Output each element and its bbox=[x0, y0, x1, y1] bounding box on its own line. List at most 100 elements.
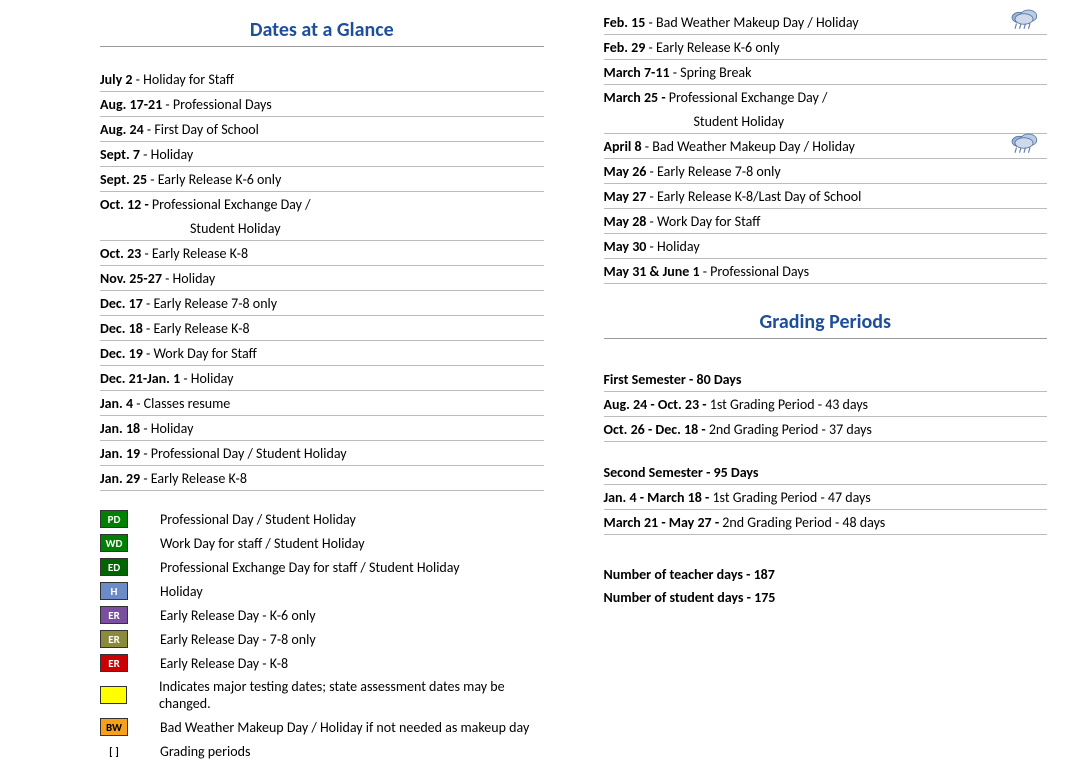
date-label: May 30 bbox=[604, 238, 647, 255]
date-desc: - Early Release 7-8 only bbox=[143, 295, 277, 312]
dates-title: Dates at a Glance bbox=[100, 18, 544, 42]
date-label: May 27 bbox=[604, 188, 647, 205]
date-desc: Professional Exchange Day / bbox=[666, 89, 828, 106]
legend-row: HHoliday bbox=[100, 579, 544, 603]
legend-row: Indicates major testing dates; state ass… bbox=[100, 675, 544, 715]
date-row: Jan. 19 - Professional Day / Student Hol… bbox=[100, 441, 544, 466]
date-label: Feb. 15 bbox=[604, 14, 646, 31]
date-desc: - Early Release 7-8 only bbox=[646, 163, 780, 180]
date-label: Sept. 7 bbox=[100, 146, 140, 163]
date-desc: - Spring Break bbox=[670, 64, 752, 81]
date-desc: - Professional Days bbox=[700, 263, 810, 280]
grading-row: Oct. 26 - Dec. 18 - 2nd Grading Period -… bbox=[604, 417, 1048, 442]
date-desc: - Early Release K-8/Last Day of School bbox=[646, 188, 861, 205]
semester1-rows: Aug. 24 - Oct. 23 - 1st Grading Period -… bbox=[604, 392, 1048, 442]
date-row: Oct. 12 - Professional Exchange Day / bbox=[100, 192, 544, 216]
date-row: Nov. 25-27 - Holiday bbox=[100, 266, 544, 291]
legend-text: Holiday bbox=[160, 583, 203, 600]
legend-code: WD bbox=[100, 534, 128, 552]
date-label: May 31 & June 1 bbox=[604, 263, 700, 280]
date-row: Jan. 4 - Classes resume bbox=[100, 391, 544, 416]
legend-code: ED bbox=[100, 558, 128, 576]
date-label: Aug. 24 bbox=[100, 121, 144, 138]
grading-row: Aug. 24 - Oct. 23 - 1st Grading Period -… bbox=[604, 392, 1048, 417]
date-row: Feb. 15 - Bad Weather Makeup Day / Holid… bbox=[604, 10, 1048, 35]
date-label: July 2 bbox=[100, 71, 132, 88]
date-desc: - Holiday bbox=[140, 146, 193, 163]
date-desc: - Work Day for Staff bbox=[646, 213, 760, 230]
date-row: May 27 - Early Release K-8/Last Day of S… bbox=[604, 184, 1048, 209]
grading-range: Aug. 24 - Oct. 23 - bbox=[604, 396, 707, 413]
date-desc: - Holiday bbox=[180, 370, 233, 387]
date-label: Aug. 17-21 bbox=[100, 96, 162, 113]
grading-range: Jan. 4 - March 18 - bbox=[604, 489, 710, 506]
legend-row: EREarly Release Day - 7-8 only bbox=[100, 627, 544, 651]
legend-code: ER bbox=[100, 654, 128, 672]
date-desc: - Holiday for Staff bbox=[132, 71, 234, 88]
date-desc: Professional Exchange Day / bbox=[149, 196, 311, 213]
grading-desc: 1st Grading Period - 47 days bbox=[709, 489, 870, 506]
date-desc: - Early Release K-8 bbox=[140, 470, 247, 487]
date-row-continuation: Student Holiday bbox=[604, 109, 1048, 134]
date-row: May 31 & June 1 - Professional Days bbox=[604, 259, 1048, 284]
date-desc: - Early Release K-6 only bbox=[147, 171, 281, 188]
semester1-head: First Semester - 80 Days bbox=[604, 367, 1048, 392]
legend-text: Bad Weather Makeup Day / Holiday if not … bbox=[160, 719, 529, 736]
grading-range: March 21 - May 27 - bbox=[604, 514, 720, 531]
legend-row: ER Early Release Day - K-8 bbox=[100, 651, 544, 675]
date-row: Aug. 17-21 - Professional Days bbox=[100, 92, 544, 117]
legend-row: [ ]Grading periods bbox=[100, 739, 544, 763]
date-label: Sept. 25 bbox=[100, 171, 147, 188]
date-row: Jan. 29 - Early Release K-8 bbox=[100, 466, 544, 491]
date-row: Dec. 21-Jan. 1 - Holiday bbox=[100, 366, 544, 391]
date-row: April 8 - Bad Weather Makeup Day / Holid… bbox=[604, 134, 1048, 159]
legend-code: BW bbox=[100, 718, 128, 736]
date-desc: - Holiday bbox=[162, 270, 215, 287]
legend-row: WDWork Day for staff / Student Holiday bbox=[100, 531, 544, 555]
legend-text: Early Release Day - K-8 bbox=[160, 655, 288, 672]
date-desc: - Work Day for Staff bbox=[143, 345, 257, 362]
date-desc: - Early Release K-6 only bbox=[645, 39, 779, 56]
date-row: May 30 - Holiday bbox=[604, 234, 1048, 259]
legend-text: Early Release Day - 7-8 only bbox=[160, 631, 316, 648]
semester2-head: Second Semester - 95 Days bbox=[604, 460, 1048, 485]
date-label: Feb. 29 bbox=[604, 39, 646, 56]
date-desc: - First Day of School bbox=[144, 121, 259, 138]
date-row: Feb. 29 - Early Release K-6 only bbox=[604, 35, 1048, 60]
date-row: May 26 - Early Release 7-8 only bbox=[604, 159, 1048, 184]
date-row: Dec. 17 - Early Release 7-8 only bbox=[100, 291, 544, 316]
grading-desc: 2nd Grading Period - 37 days bbox=[706, 421, 872, 438]
date-row: Sept. 7 - Holiday bbox=[100, 142, 544, 167]
date-label: Jan. 19 bbox=[100, 445, 140, 462]
legend-row: PDProfessional Day / Student Holiday bbox=[100, 507, 544, 531]
legend-row: EREarly Release Day - K-6 only bbox=[100, 603, 544, 627]
grading-rule bbox=[604, 338, 1048, 339]
date-row: Jan. 18 - Holiday bbox=[100, 416, 544, 441]
date-desc: - Classes resume bbox=[133, 395, 230, 412]
date-label: Jan. 18 bbox=[100, 420, 140, 437]
legend-code: ER bbox=[100, 606, 128, 624]
title-rule bbox=[100, 46, 544, 47]
date-row: Dec. 18 - Early Release K-8 bbox=[100, 316, 544, 341]
date-desc: - Bad Weather Makeup Day / Holiday bbox=[645, 14, 858, 31]
right-column: Feb. 15 - Bad Weather Makeup Day / Holid… bbox=[604, 10, 1048, 763]
date-row: Dec. 19 - Work Day for Staff bbox=[100, 341, 544, 366]
date-label: April 8 bbox=[604, 138, 642, 155]
date-label: Oct. 23 bbox=[100, 245, 141, 262]
date-label: Dec. 18 bbox=[100, 320, 143, 337]
date-desc: Student Holiday bbox=[190, 220, 281, 237]
date-label: March 25 - bbox=[604, 89, 666, 106]
legend-code bbox=[100, 686, 127, 704]
date-desc: - Professional Days bbox=[162, 96, 272, 113]
date-row: March 7-11 - Spring Break bbox=[604, 60, 1048, 85]
legend: PDProfessional Day / Student HolidayWDWo… bbox=[100, 507, 544, 763]
legend-code: PD bbox=[100, 510, 128, 528]
date-row: July 2 - Holiday for Staff bbox=[100, 67, 544, 92]
teacher-days: Number of teacher days - 187 bbox=[604, 563, 1048, 586]
grading-title: Grading Periods bbox=[604, 310, 1048, 334]
legend-text: Indicates major testing dates; state ass… bbox=[159, 678, 544, 712]
student-days: Number of student days - 175 bbox=[604, 586, 1048, 609]
date-desc: - Holiday bbox=[646, 238, 699, 255]
date-label: Dec. 21-Jan. 1 bbox=[100, 370, 180, 387]
grading-desc: 2nd Grading Period - 48 days bbox=[719, 514, 885, 531]
